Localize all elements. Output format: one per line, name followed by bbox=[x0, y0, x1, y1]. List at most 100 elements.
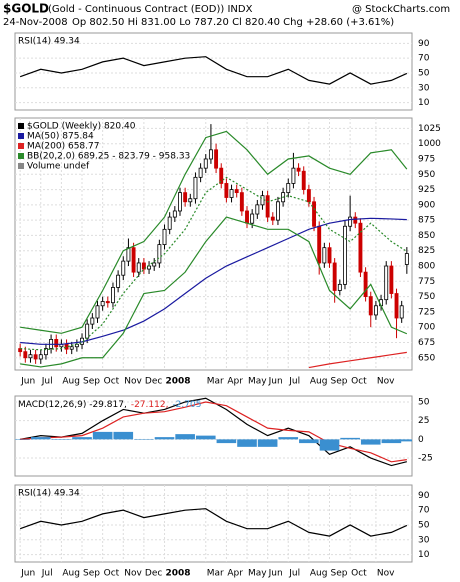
candle-body bbox=[178, 192, 182, 212]
candle-body bbox=[111, 287, 115, 304]
candle-body bbox=[353, 216, 358, 224]
histogram-bar bbox=[51, 439, 72, 440]
x-tick-label: Jul bbox=[41, 569, 53, 579]
x-tick-label: Jun bbox=[268, 377, 283, 387]
y-tick-label: 10 bbox=[418, 98, 430, 108]
x-tick-label: Apr bbox=[227, 377, 243, 387]
candle-body bbox=[43, 348, 48, 356]
plot-area bbox=[19, 508, 408, 537]
candle-body bbox=[23, 351, 28, 359]
x-tick-label: Aug bbox=[310, 377, 328, 387]
candle-body bbox=[322, 247, 327, 264]
legend-label: MA(200) 658.77 bbox=[27, 142, 99, 152]
candle-body bbox=[286, 183, 291, 194]
candle-body bbox=[69, 346, 74, 350]
y-tick-label: 10 bbox=[418, 550, 430, 560]
x-tick-label: Nov bbox=[377, 377, 395, 387]
candle-body bbox=[172, 210, 177, 218]
histogram-bar bbox=[175, 434, 195, 440]
candle-body bbox=[389, 265, 394, 294]
y-tick-label: 925 bbox=[418, 185, 435, 195]
candle-body bbox=[255, 204, 260, 215]
candle-body bbox=[157, 244, 162, 264]
histogram-bar bbox=[72, 437, 92, 440]
candle-body bbox=[265, 195, 270, 218]
candle-body bbox=[95, 305, 100, 319]
legend-label: BB(20,2.0) 689.25 - 823.79 - 958.33 bbox=[27, 152, 190, 162]
date: 24-Nov-2008 bbox=[3, 17, 68, 28]
x-tick-label: Sep bbox=[331, 569, 348, 579]
candle-body bbox=[121, 260, 126, 276]
candle-body bbox=[183, 192, 188, 203]
candle-body bbox=[167, 216, 172, 230]
y-tick-label: 850 bbox=[418, 231, 435, 241]
series-line bbox=[20, 216, 408, 368]
y-tick-label: 650 bbox=[418, 353, 435, 363]
y-tick-label: 90 bbox=[418, 39, 430, 49]
candle-body bbox=[100, 301, 105, 307]
candle-body bbox=[384, 265, 389, 301]
candle-body bbox=[348, 216, 353, 227]
x-tick-label: Jul bbox=[288, 377, 300, 387]
candle-body bbox=[399, 305, 404, 319]
x-tick-label: May bbox=[248, 377, 267, 387]
legend-swatch bbox=[18, 163, 24, 169]
y-tick-label: 30 bbox=[418, 83, 430, 93]
y-tick-label: 50 bbox=[418, 68, 430, 78]
histogram-bar bbox=[299, 439, 319, 444]
y-tick-label: 70 bbox=[418, 54, 430, 64]
histogram-bar bbox=[381, 439, 402, 444]
candle-body bbox=[147, 265, 151, 270]
x-tick-label: Sep bbox=[83, 569, 100, 579]
candle-body bbox=[296, 167, 301, 172]
y-tick-label: 950 bbox=[418, 170, 435, 180]
candle-body bbox=[239, 192, 244, 212]
candle-body bbox=[203, 158, 208, 169]
x-tick-label: Aug bbox=[62, 377, 80, 387]
series-line bbox=[20, 217, 407, 345]
histogram-bar bbox=[134, 439, 154, 440]
histogram-bar bbox=[397, 439, 412, 442]
candle-body bbox=[343, 225, 347, 285]
x-tick-label: Jul bbox=[288, 569, 300, 579]
x-tick-label: 2008 bbox=[166, 377, 191, 387]
candle-body bbox=[276, 201, 280, 221]
candle-body bbox=[219, 167, 224, 184]
y-tick-label: 25 bbox=[418, 416, 429, 426]
candle-body bbox=[224, 183, 229, 198]
candle-body bbox=[33, 354, 38, 360]
candle-body bbox=[394, 293, 399, 319]
legend-label: $GOLD (Weekly) 820.40 bbox=[27, 122, 136, 132]
x-tick-label: Aug bbox=[62, 569, 80, 579]
legend-swatch bbox=[18, 123, 24, 129]
histogram-bar bbox=[360, 439, 381, 445]
x-tick-label: Dec bbox=[145, 569, 162, 579]
x-tick-label: Jul bbox=[41, 377, 53, 387]
x-tick-label: Nov bbox=[377, 569, 395, 579]
x-tick-label: Mar bbox=[207, 377, 224, 387]
x-tick-label: Sep bbox=[331, 377, 348, 387]
legend-swatch bbox=[18, 143, 24, 149]
histogram-bar bbox=[278, 437, 299, 440]
plot-area bbox=[19, 56, 408, 85]
note: Volume undef bbox=[27, 162, 90, 172]
x-tick-label: Sep bbox=[83, 377, 100, 387]
y-tick-label: 50 bbox=[418, 520, 430, 530]
candle-body bbox=[208, 149, 213, 160]
candle-body bbox=[28, 354, 33, 359]
y-tick-label: -25 bbox=[418, 454, 433, 464]
panel-title: RSI(14) 49.34 bbox=[18, 37, 80, 47]
x-tick-label: Jun bbox=[20, 569, 35, 579]
legend: MACD(12,26,9) -29.817, -27.112, -2.705 bbox=[18, 400, 201, 410]
histogram-bar bbox=[113, 431, 134, 440]
candle-body bbox=[198, 167, 203, 178]
x-tick-label: Oct bbox=[104, 569, 120, 579]
y-tick-label: 975 bbox=[418, 154, 435, 164]
histogram-bar bbox=[15, 439, 30, 440]
y-tick-label: 70 bbox=[418, 506, 430, 516]
histogram-bar bbox=[154, 437, 175, 440]
x-tick-label: Oct bbox=[351, 569, 367, 579]
candle-body bbox=[327, 247, 332, 264]
candle-body bbox=[229, 189, 234, 198]
y-tick-label: 50 bbox=[418, 397, 430, 407]
